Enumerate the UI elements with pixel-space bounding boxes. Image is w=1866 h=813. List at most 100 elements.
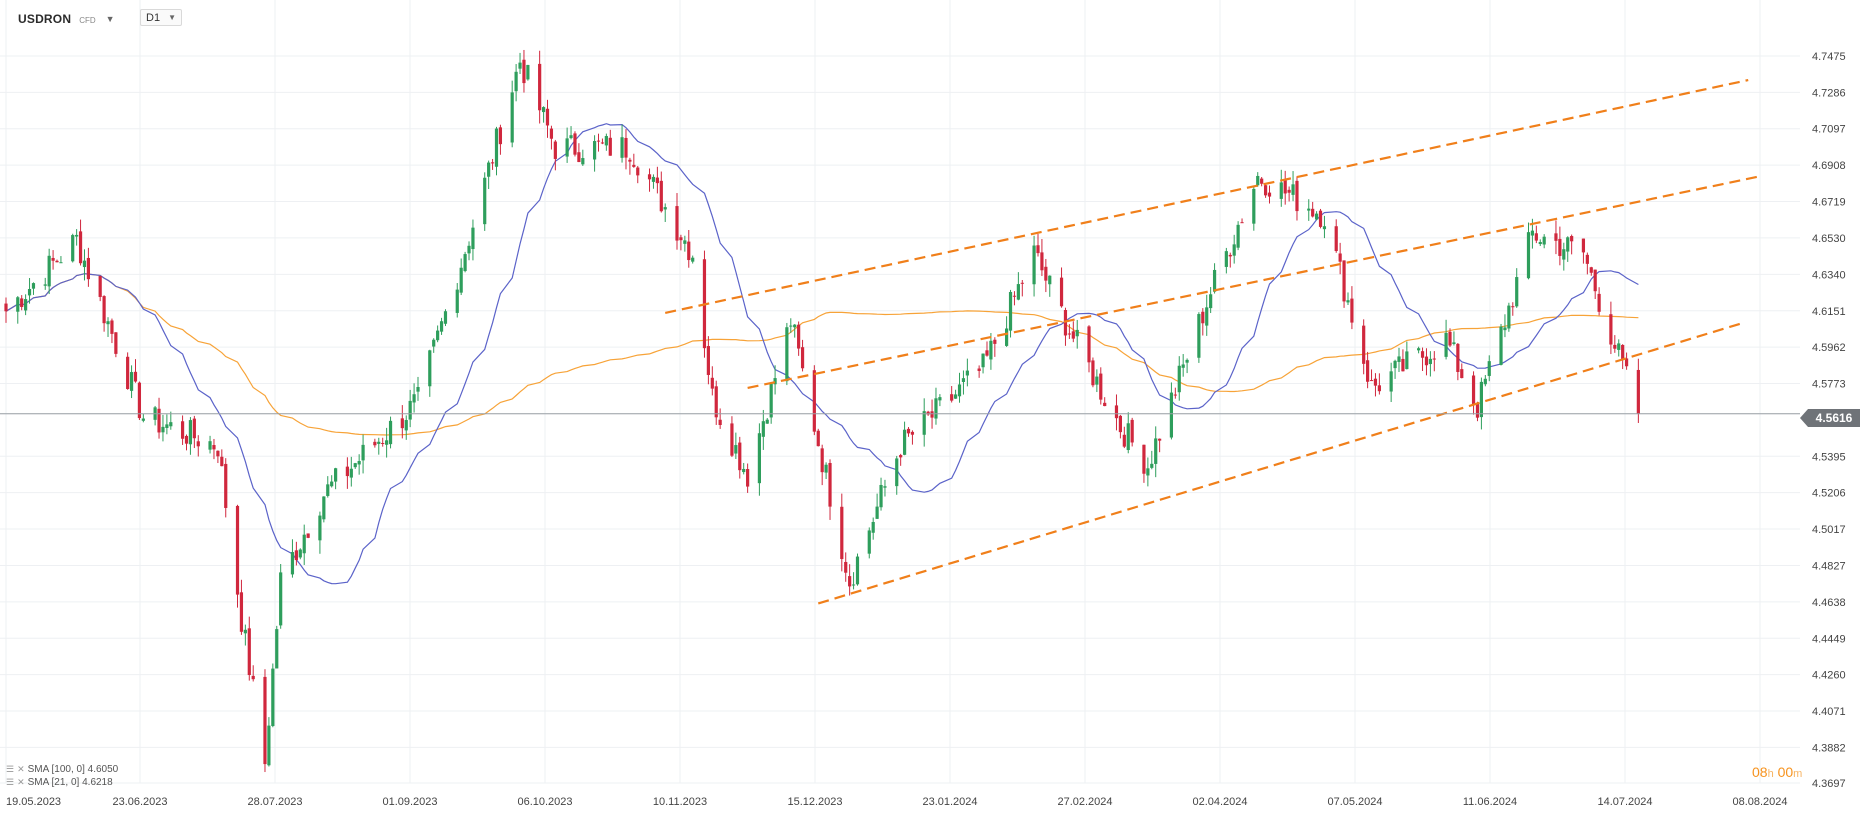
candle-body [663, 207, 667, 210]
candle-body [1424, 356, 1429, 366]
candle-body [16, 297, 20, 312]
x-tick-label: 27.02.2024 [1057, 796, 1112, 808]
candle-body [1287, 189, 1291, 193]
channel-line [747, 175, 1761, 390]
candle-body [98, 275, 102, 297]
candle-body [1205, 307, 1209, 326]
candle-body [1377, 385, 1381, 392]
candle-body [137, 382, 142, 419]
candle-body [161, 426, 165, 433]
candle-body [165, 424, 169, 428]
candle-body [1593, 269, 1597, 292]
candle-body [275, 629, 279, 669]
candle-body [651, 176, 656, 182]
sma21 [5, 123, 1639, 585]
candle-body [498, 127, 503, 145]
candle-body [938, 397, 942, 401]
chart-grid [0, 0, 1800, 784]
candle-body [565, 138, 569, 157]
candle-body [408, 400, 412, 420]
legend-item-sma100[interactable]: ☰ ✕ SMA [100, 0] 4.6050 [6, 763, 118, 776]
candle-body [1487, 361, 1491, 376]
y-tick-label: 4.5206 [1812, 488, 1846, 500]
y-tick-label: 4.6151 [1812, 306, 1846, 318]
candle-body [624, 137, 628, 158]
close-icon[interactable]: ✕ [17, 777, 25, 787]
candle-body [647, 174, 652, 180]
candle-body [526, 64, 530, 80]
candle-body [628, 159, 632, 162]
candle-body [224, 463, 228, 508]
candle-body [1621, 344, 1625, 361]
candle-body [1617, 343, 1621, 350]
candle-body [718, 419, 722, 425]
candle-body [765, 419, 769, 424]
x-tick-label: 08.08.2024 [1732, 796, 1787, 808]
candle-body [683, 240, 687, 244]
candle-body [443, 311, 448, 324]
x-tick-label: 14.07.2024 [1597, 796, 1652, 808]
x-tick-label: 28.07.2023 [247, 796, 302, 808]
candle-body [950, 394, 954, 401]
candle-body [1040, 252, 1044, 271]
candle-body [1267, 192, 1272, 197]
candle-body [855, 556, 860, 585]
candle-body [432, 339, 436, 347]
chevron-down-icon[interactable]: ▼ [105, 14, 115, 24]
candle-body [875, 506, 879, 519]
candle-body [345, 466, 349, 477]
legend-item-sma21[interactable]: ☰ ✕ SMA [21, 0] 4.6218 [6, 776, 118, 789]
x-tick-label: 11.06.2024 [1463, 796, 1517, 808]
candle-body [1432, 358, 1436, 360]
legend-label: SMA [21, 0] 4.6218 [27, 777, 113, 788]
candle-body [326, 484, 330, 496]
candle-body [1405, 351, 1409, 370]
candle-body [910, 431, 915, 435]
candle-body [294, 550, 298, 561]
price-axis[interactable]: 4.7475 4.7286 4.7097 4.6908 4.6719 4.6530 4.63… [1812, 51, 1846, 790]
candle-body [902, 429, 907, 455]
candle-body [883, 486, 887, 488]
candle-body [114, 332, 118, 354]
candle-body [1169, 392, 1174, 438]
candle-body [55, 260, 59, 263]
symbol-header[interactable]: USDRON CFD ▼ [18, 10, 115, 28]
candle-body [1397, 356, 1401, 362]
candle-body [1048, 275, 1052, 285]
candle-body [581, 158, 585, 165]
channel-trendlines[interactable] [664, 78, 1761, 605]
settings-icon[interactable]: ☰ [6, 764, 15, 774]
candle-body [596, 140, 601, 142]
y-tick-label: 4.3697 [1812, 778, 1846, 790]
y-tick-label: 4.6340 [1812, 269, 1846, 281]
candle-body [306, 533, 310, 538]
candle-body [1095, 376, 1099, 385]
candle-body [322, 496, 326, 520]
candle-body [1279, 182, 1283, 199]
candle-body [349, 468, 353, 478]
candle-body [545, 108, 550, 126]
settings-icon[interactable]: ☰ [6, 777, 15, 787]
candle-body [243, 629, 247, 634]
candle-body [1044, 266, 1048, 281]
symbol-name[interactable]: USDRON [18, 12, 72, 26]
candle-body [490, 162, 495, 164]
x-tick-label: 02.04.2024 [1192, 796, 1247, 808]
candle-body [691, 257, 695, 262]
candle-body [1597, 293, 1601, 312]
timeframe-select[interactable]: D1 ▼ [140, 9, 182, 26]
candle-body [51, 257, 55, 261]
timer-hours-unit: h [1767, 768, 1774, 780]
candle-body [436, 330, 440, 341]
current-price-badge: 4.5616 [1800, 409, 1860, 427]
candle-body [43, 284, 47, 286]
candle-body [1016, 284, 1020, 300]
candle-body [800, 347, 805, 369]
candle-body [483, 177, 487, 225]
candle-body [439, 321, 444, 332]
candle-body [1369, 380, 1374, 382]
time-axis[interactable]: 19.05.2023 23.06.2023 28.07.2023 01.09.2023… [6, 796, 1788, 808]
candle-body [4, 303, 8, 312]
close-icon[interactable]: ✕ [17, 764, 25, 774]
